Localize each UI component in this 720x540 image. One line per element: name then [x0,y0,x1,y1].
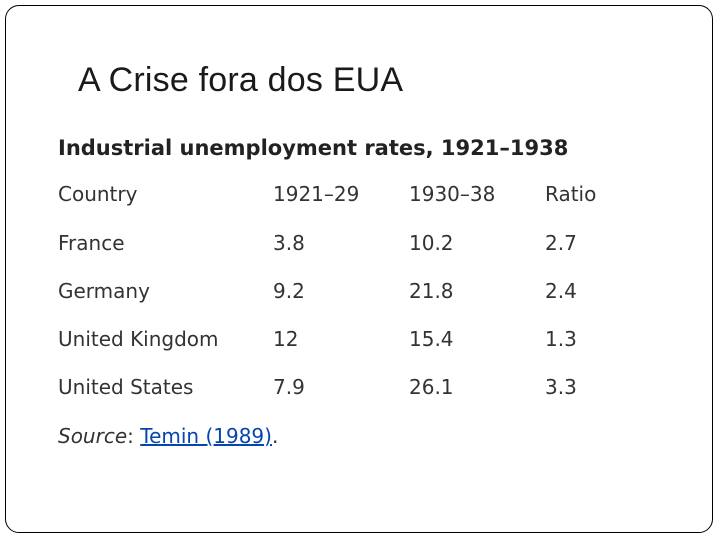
cell-1930-38: 21.8 [409,279,454,303]
cell-ratio: 2.4 [545,279,577,303]
cell-ratio: 3.3 [545,375,577,399]
cell-1921-29: 9.2 [273,279,305,303]
source-separator: : [127,424,141,448]
cell-country: United States [58,375,194,399]
header-1930-38: 1930–38 [409,182,496,206]
source-line: Source: Temin (1989). [58,423,278,449]
source-label: Source [58,424,128,448]
cell-1921-29: 12 [273,327,299,351]
cell-1930-38: 26.1 [409,375,454,399]
source-link[interactable]: Temin (1989) [140,424,272,448]
cell-country: United Kingdom [58,327,219,351]
source-trailing: . [271,424,279,448]
table-title: Industrial unemployment rates, 1921–1938 [58,136,569,160]
cell-1921-29: 7.9 [273,375,305,399]
cell-ratio: 1.3 [545,327,577,351]
header-ratio: Ratio [545,182,597,206]
header-country: Country [58,182,138,206]
cell-country: Germany [58,279,150,303]
cell-1921-29: 3.8 [273,231,305,255]
cell-ratio: 2.7 [545,231,577,255]
slide-frame [5,5,713,533]
cell-country: France [58,231,125,255]
cell-1930-38: 15.4 [409,327,454,351]
cell-1930-38: 10.2 [409,231,454,255]
slide-title: A Crise fora dos EUA [78,61,404,99]
header-1921-29: 1921–29 [273,182,360,206]
